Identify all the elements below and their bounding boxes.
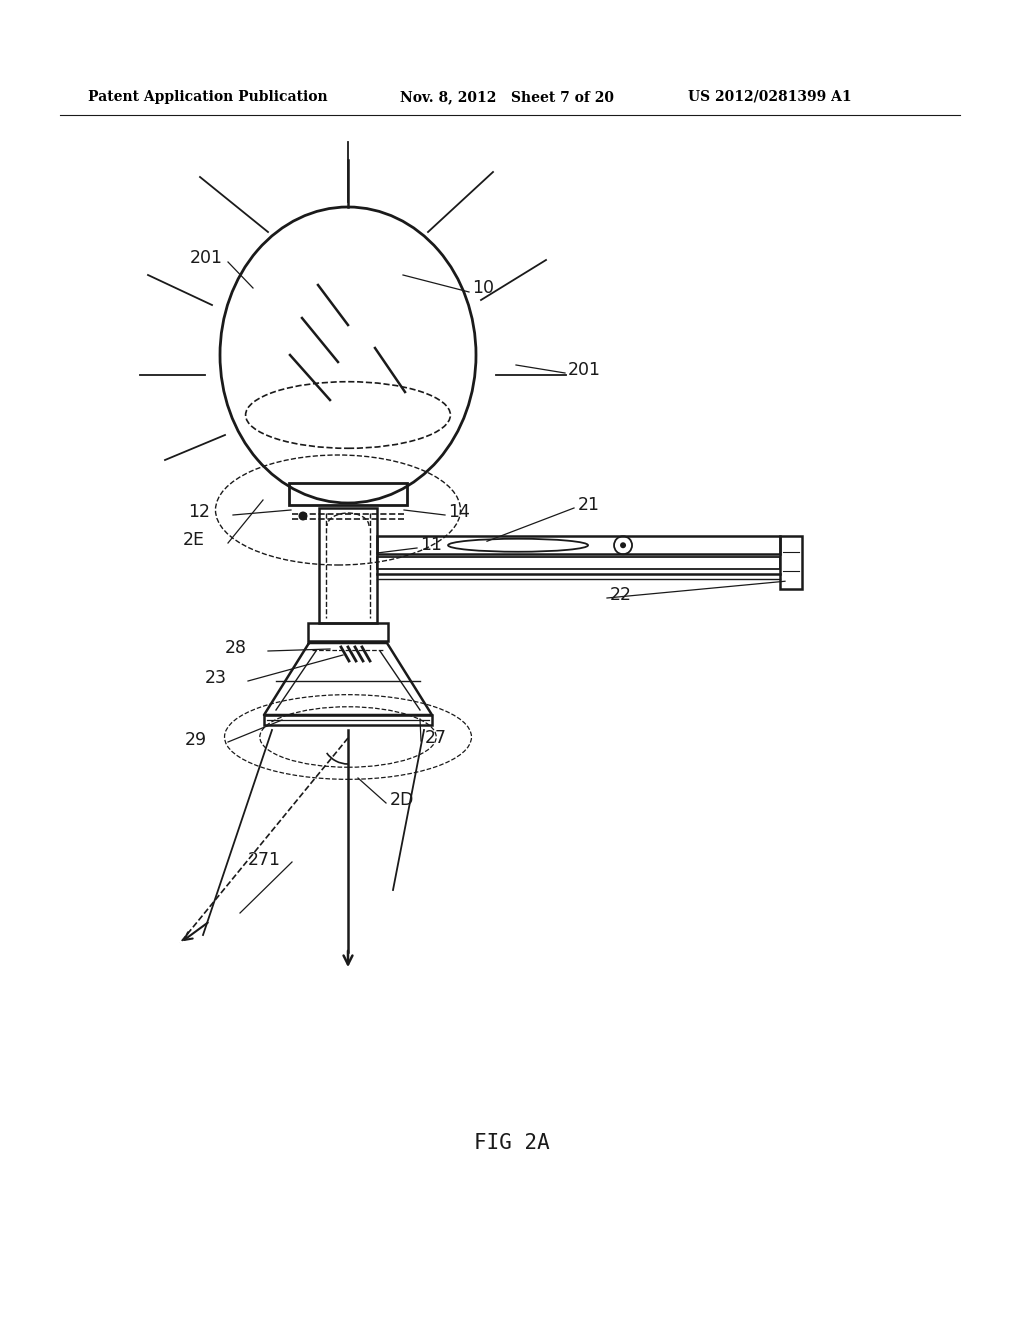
Text: 27: 27: [425, 729, 447, 747]
Text: 201: 201: [190, 249, 223, 267]
Bar: [780, 536, 802, 589]
Text: 10: 10: [472, 279, 494, 297]
Text: 21: 21: [578, 496, 600, 513]
Bar: [377, 536, 780, 554]
Text: 2E: 2E: [183, 531, 205, 549]
Text: 2D: 2D: [390, 791, 415, 809]
Circle shape: [621, 543, 626, 548]
Text: 11: 11: [420, 536, 442, 554]
Text: 29: 29: [185, 731, 207, 748]
Text: 22: 22: [610, 586, 632, 605]
Text: 14: 14: [449, 503, 470, 521]
Text: 28: 28: [225, 639, 247, 657]
Bar: [289, 483, 407, 506]
Text: 12: 12: [188, 503, 210, 521]
Bar: [308, 623, 388, 642]
Bar: [264, 715, 432, 725]
Bar: [319, 508, 377, 623]
Text: Nov. 8, 2012   Sheet 7 of 20: Nov. 8, 2012 Sheet 7 of 20: [400, 90, 614, 104]
Text: FIG 2A: FIG 2A: [474, 1133, 550, 1152]
Text: 23: 23: [205, 669, 227, 686]
Text: 201: 201: [568, 360, 601, 379]
Text: 271: 271: [248, 851, 281, 869]
Text: Patent Application Publication: Patent Application Publication: [88, 90, 328, 104]
Bar: [377, 557, 780, 569]
Circle shape: [299, 511, 307, 520]
Text: US 2012/0281399 A1: US 2012/0281399 A1: [688, 90, 852, 104]
